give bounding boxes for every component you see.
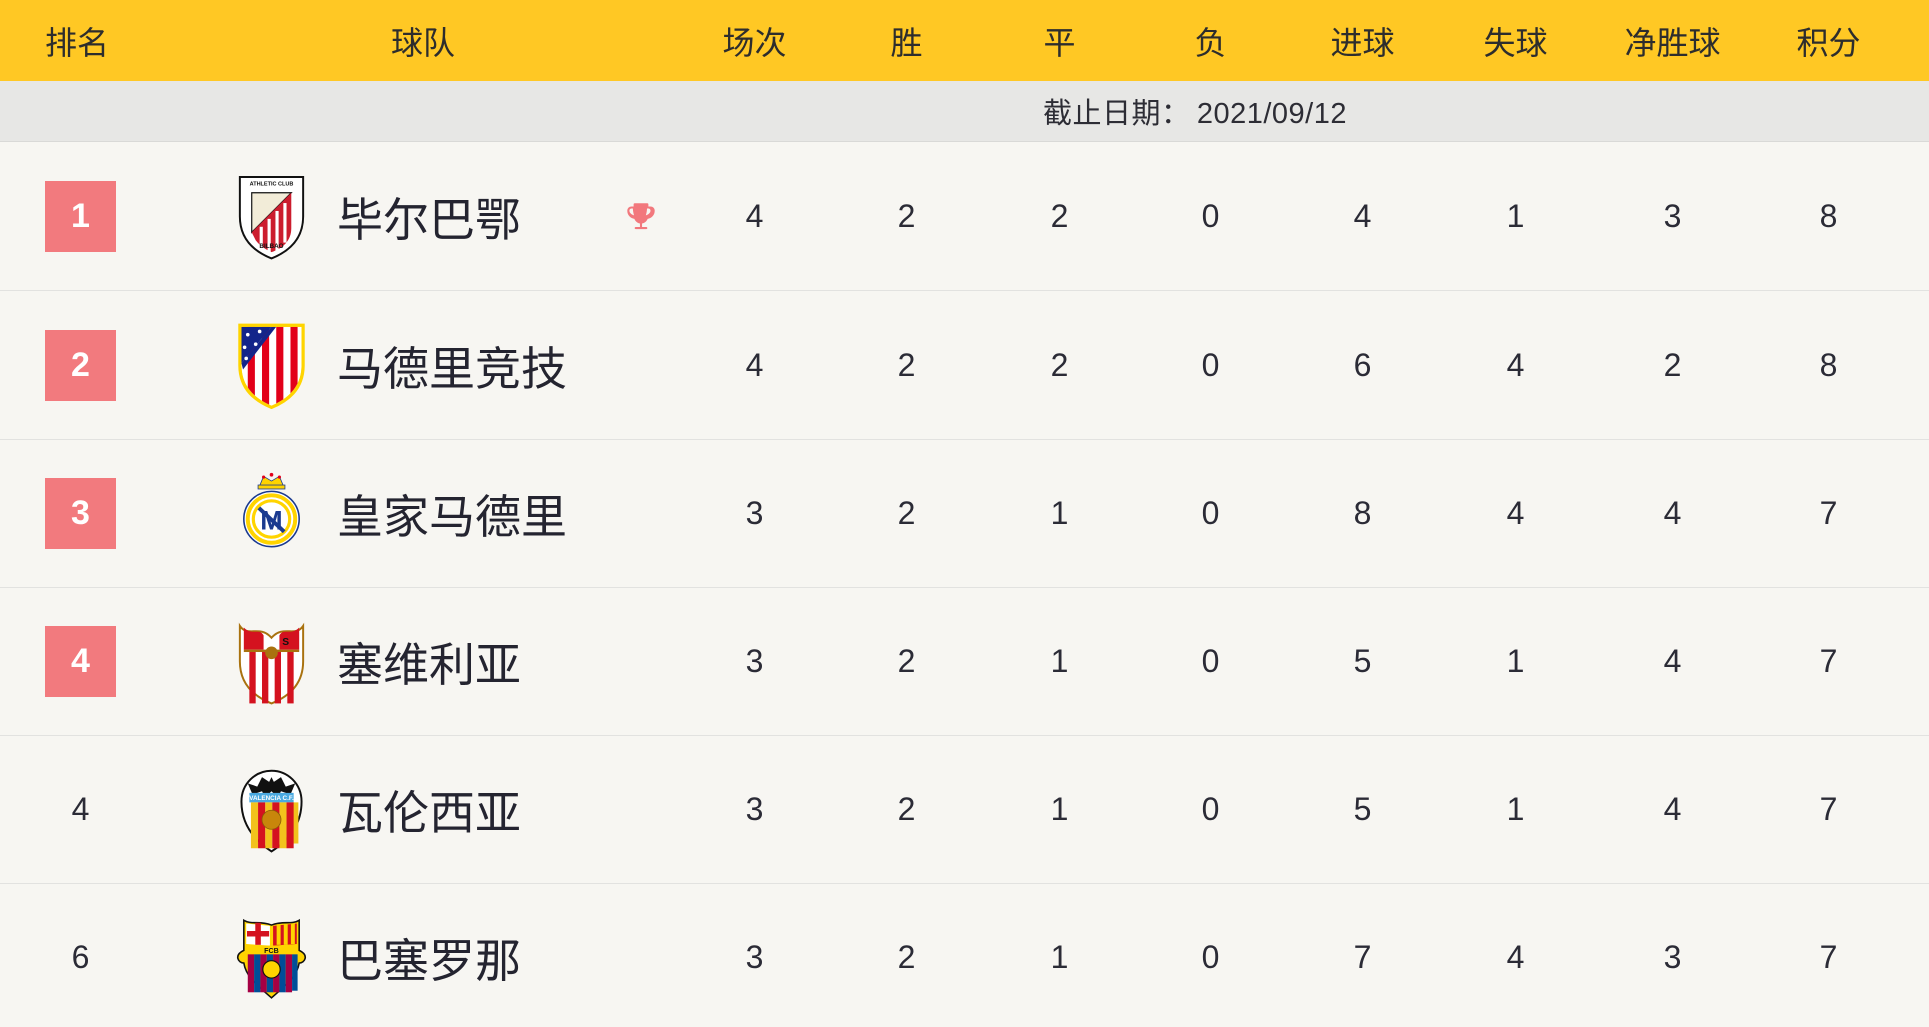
svg-text:S: S — [282, 637, 289, 648]
svg-text:ATHLETIC CLUB: ATHLETIC CLUB — [250, 182, 294, 188]
svg-text:VALENCIA C.F.: VALENCIA C.F. — [249, 795, 294, 802]
svg-text:FCB: FCB — [264, 947, 279, 955]
svg-text:BILBAO: BILBAO — [259, 243, 283, 250]
